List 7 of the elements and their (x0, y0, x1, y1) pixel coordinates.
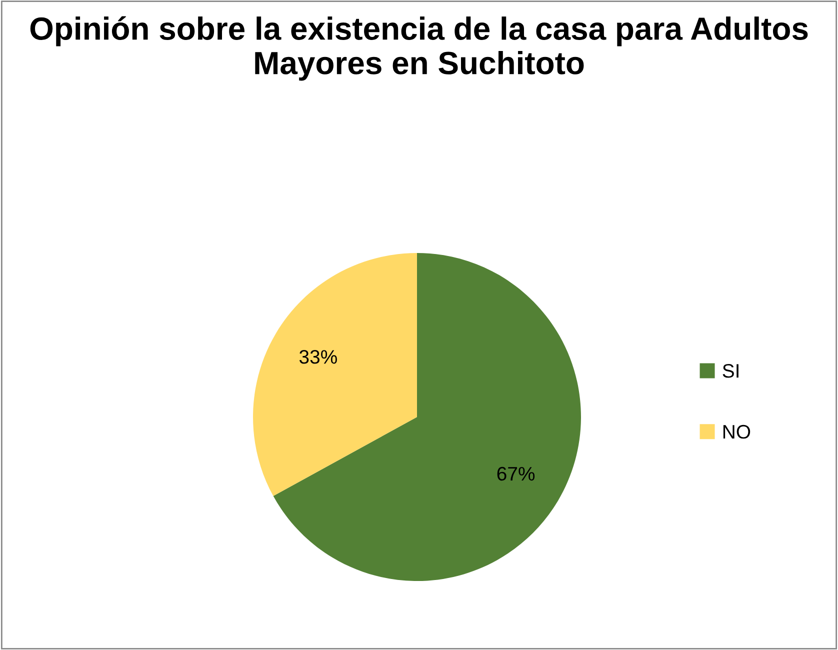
data-label: 33% (299, 350, 337, 364)
pie-slice (253, 253, 417, 496)
legend-label: NO (723, 424, 750, 439)
pie-slice (273, 253, 581, 581)
chart-title: Opinión sobre la existencia de la casa para Adultos Mayores en Suchitoto (30, 16, 808, 81)
data-label: 67% (497, 466, 535, 481)
legend-label: SI (722, 364, 738, 378)
